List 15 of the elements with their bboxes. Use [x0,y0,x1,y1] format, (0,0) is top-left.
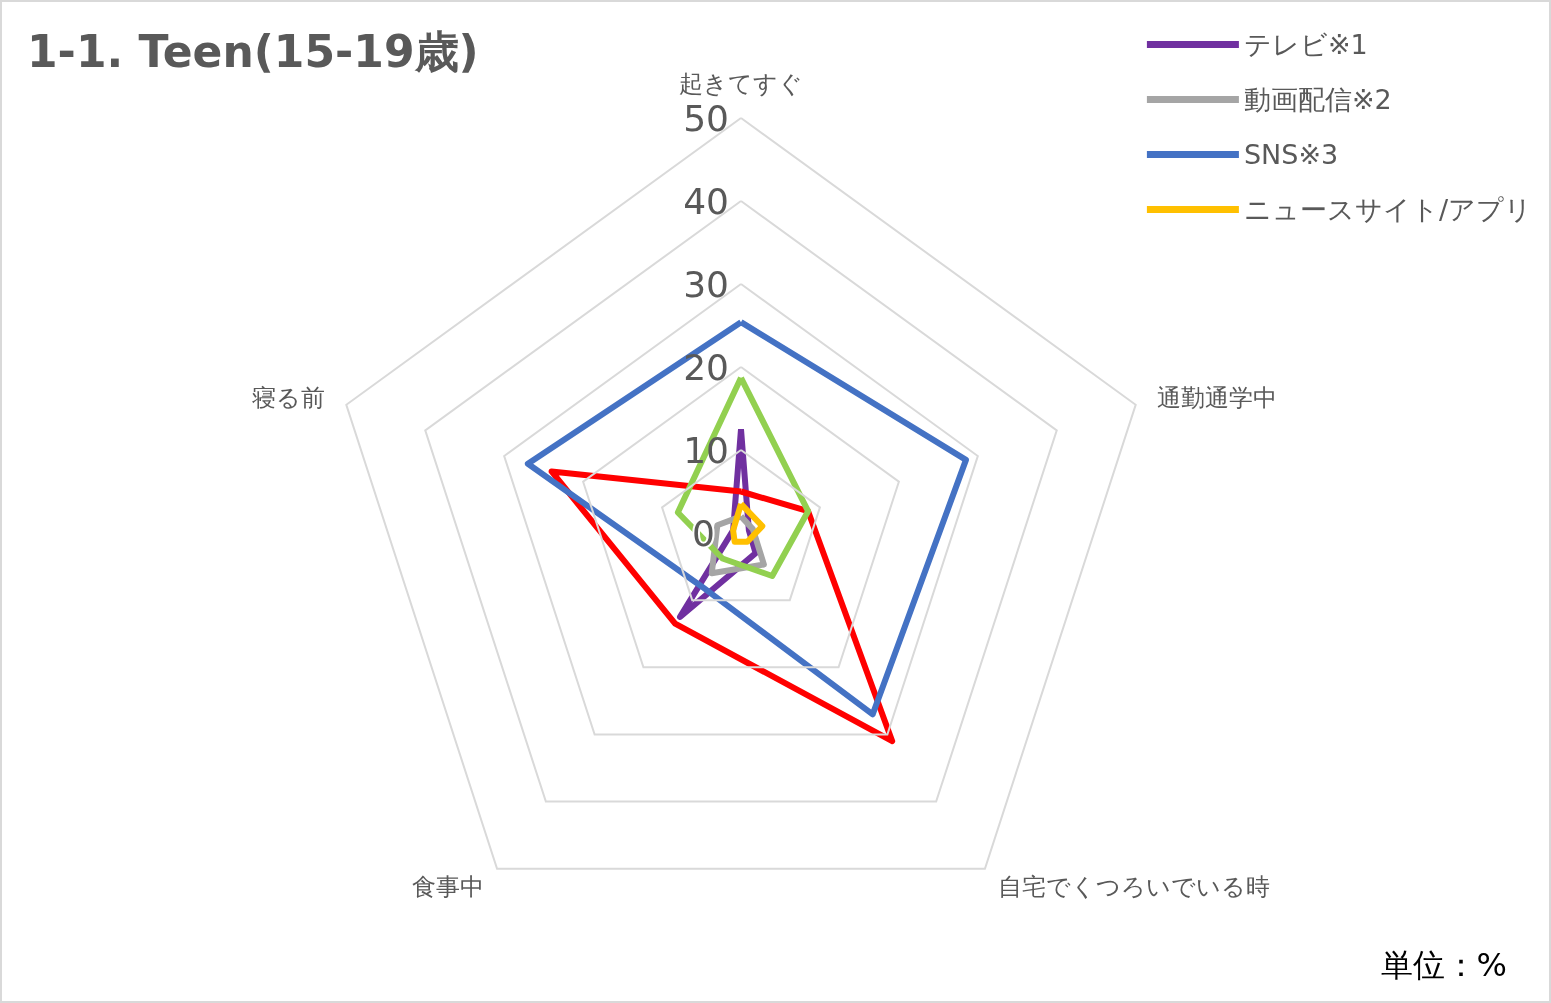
spoke-label: 通勤通学中 [1156,383,1277,412]
text: 単位：% [1380,946,1507,984]
legend-label: テレビ※1 [1243,29,1368,60]
legend-label: ニュースサイト/アプリ [1243,194,1533,225]
legend-label: SNS※3 [1243,139,1339,170]
spoke-label: 起きてすぐ [679,70,803,98]
legend-label: 動画配信※2 [1243,84,1392,115]
y-tick-label: 20 [683,346,729,388]
spoke-label: 寝る前 [252,383,326,412]
y-tick-label: 40 [683,180,729,222]
spoke-label: 自宅でくつろいでいる時 [997,872,1270,901]
y-tick-label: 50 [683,97,729,139]
y-tick-label: 30 [683,263,729,305]
chart-title: 1-1. Teen(15-19歳) [27,25,479,77]
spoke-label: 食事中 [412,872,485,901]
